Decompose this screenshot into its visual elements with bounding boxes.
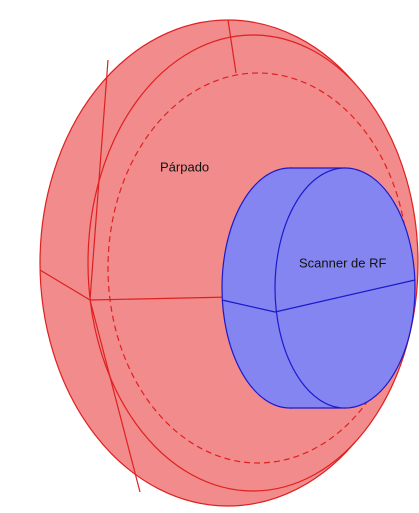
seam [89, 299, 141, 493]
scanner-label: Scanner de RF [299, 255, 386, 270]
seam [227, 19, 237, 74]
cylinder-seam [274, 279, 416, 313]
cylinder-front [274, 167, 416, 409]
seam [89, 59, 109, 301]
scanner-cylinder [221, 167, 416, 409]
eyelid-label: Párpado [160, 159, 209, 174]
seam [39, 269, 91, 301]
cylinder-seam [221, 299, 276, 313]
